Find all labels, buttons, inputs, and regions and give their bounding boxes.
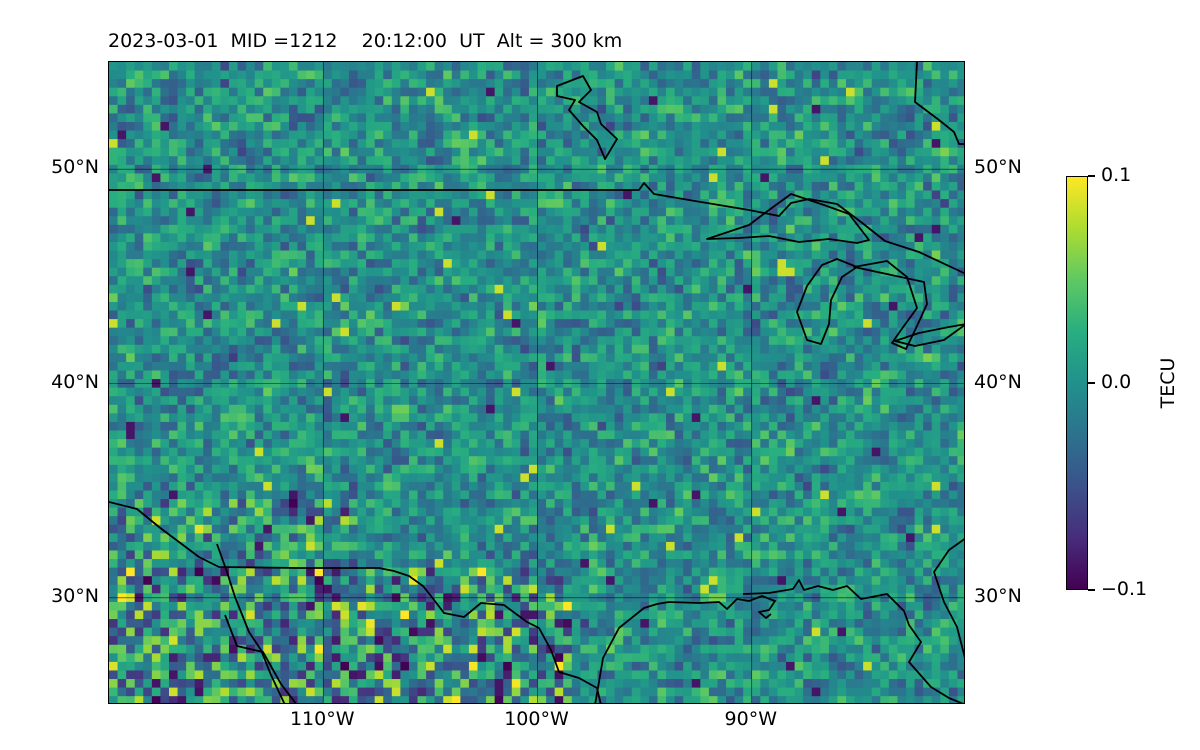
gulf-of-california-coast [224, 614, 297, 703]
colorbar-tick-label: 0.1 [1101, 164, 1132, 186]
hudson-bay-coast [914, 62, 964, 145]
baja-peninsula [216, 543, 286, 703]
lat-label-right: 30°N [974, 584, 1022, 607]
lat-label-left: 30°N [51, 584, 99, 607]
graticule [109, 62, 964, 703]
gulf-coast-east [742, 579, 964, 703]
tec-map [109, 62, 964, 703]
lat-label-right: 40°N [974, 370, 1022, 393]
lon-label: 90°W [724, 708, 777, 730]
title-altitude: Alt = 300 km [496, 30, 623, 52]
colorbar-tick [1088, 382, 1095, 384]
lon-label: 110°W [289, 708, 355, 730]
lake-huron [853, 260, 928, 350]
title-date: 2023-03-01 [108, 30, 219, 52]
map-title: 2023-03-01 MID =1212 20:12:00 UT Alt = 3… [108, 30, 622, 52]
lat-label-left: 50°N [51, 156, 99, 179]
lake-superior [706, 193, 870, 244]
colorbar-tick [1088, 589, 1095, 591]
lake-michigan [796, 258, 858, 345]
title-time: 20:12:00 [361, 30, 447, 52]
colorbar-tick-label: −0.1 [1101, 578, 1148, 600]
atlantic-coast [933, 538, 964, 658]
lat-label-left: 40°N [51, 370, 99, 393]
lake-erie [894, 323, 964, 347]
coastlines [109, 62, 964, 703]
us-canada-border [109, 182, 964, 275]
colorbar [1066, 176, 1088, 590]
lat-label-right: 50°N [974, 156, 1022, 179]
map-panel[interactable] [108, 61, 965, 704]
us-mexico-border [109, 501, 602, 703]
colorbar-tick-label: 0.0 [1101, 371, 1132, 393]
lon-label: 100°W [504, 708, 569, 730]
hudson-bay-island [556, 75, 618, 160]
colorbar-gradient [1067, 177, 1087, 589]
title-mid: MID =1212 [230, 30, 338, 52]
colorbar-label: TECU [1157, 357, 1179, 409]
gulf-coast-west [594, 595, 776, 703]
title-time-unit: UT [459, 30, 485, 52]
tec-field [109, 62, 964, 703]
colorbar-tick [1088, 175, 1095, 177]
